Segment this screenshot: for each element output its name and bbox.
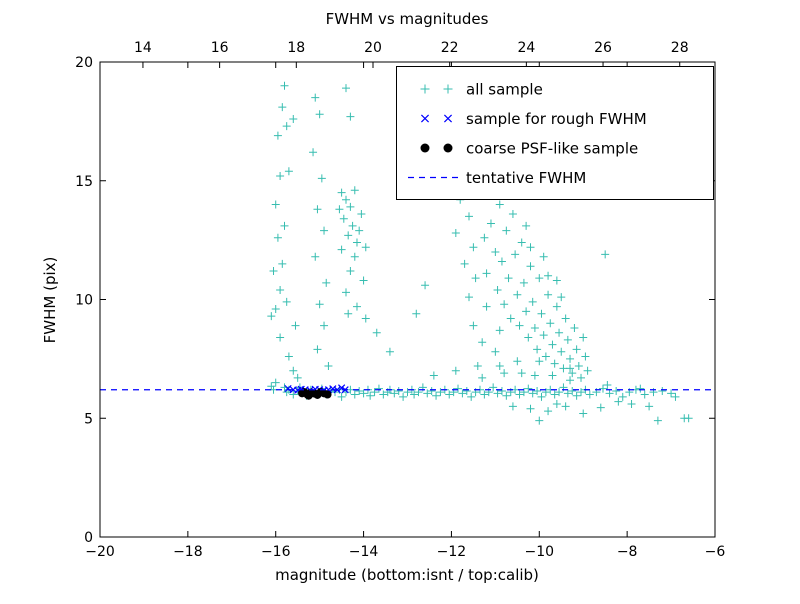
x-tick-label: −18	[173, 544, 203, 560]
y-tick-label: 0	[84, 530, 93, 546]
top-tick-label: 22	[441, 40, 459, 56]
x-tick-label: −12	[437, 544, 467, 560]
y-axis: 0 5 10 15 20	[75, 55, 715, 546]
top-tick-label: 28	[671, 40, 689, 56]
x-tick-label: −10	[525, 544, 555, 560]
top-axis: 14 16 18 20 22 24 26 28	[134, 40, 689, 68]
x-tick-label: −20	[85, 544, 115, 560]
plot-dynamic-content: −20 −18 −16 −14 −12 −10 −8 −6 14 16 18 20 22 24 26 28 0 5…	[75, 40, 725, 560]
legend-label: sample for rough FWHM	[466, 110, 647, 128]
chart-title: FWHM vs magnitudes	[326, 10, 489, 28]
y-tick-label: 10	[75, 293, 93, 309]
x-tick-label: −8	[617, 544, 638, 560]
x-axis: −20 −18 −16 −14 −12 −10 −8 −6	[85, 62, 725, 560]
top-tick-label: 16	[211, 40, 229, 56]
series-coarse-psf-like-sample	[298, 388, 332, 400]
legend-label: tentative FWHM	[466, 169, 586, 187]
legend-label: coarse PSF-like sample	[466, 140, 638, 158]
x-tick-label: −16	[261, 544, 291, 560]
top-tick-label: 20	[364, 40, 382, 56]
x-tick-label: −6	[705, 544, 726, 560]
y-tick-label: 5	[84, 411, 93, 427]
y-tick-label: 20	[75, 55, 93, 71]
top-tick-label: 14	[134, 40, 152, 56]
top-tick-label: 26	[594, 40, 612, 56]
top-tick-label: 18	[287, 40, 305, 56]
legend-label: all sample	[466, 81, 543, 99]
y-tick-label: 15	[75, 174, 93, 190]
top-tick-label: 24	[517, 40, 535, 56]
legend: all sample sample for rough FWHM coarse PS…	[396, 66, 714, 200]
x-axis-label: magnitude (bottom:isnt / top:calib)	[275, 566, 539, 584]
y-axis-label: FWHM (pix)	[41, 257, 59, 344]
x-tick-label: −14	[349, 544, 379, 560]
